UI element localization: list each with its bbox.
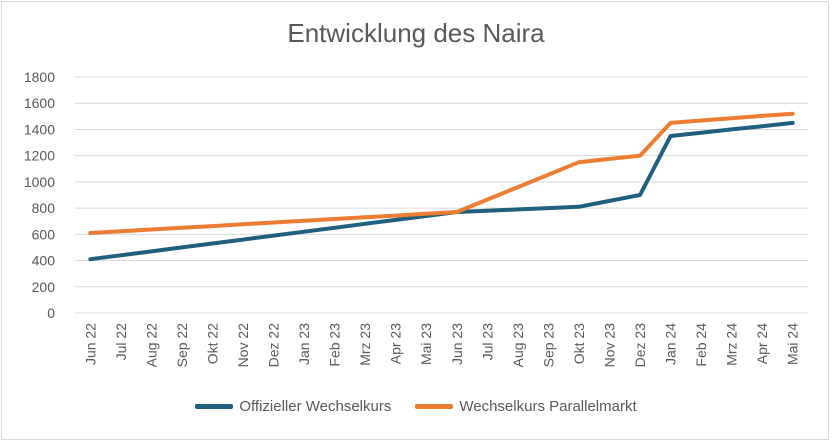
x-tick-label: Mai 23 bbox=[418, 323, 434, 365]
legend-label-official: Offizieller Wechselkurs bbox=[239, 398, 392, 415]
y-tick-label: 1600 bbox=[24, 95, 55, 111]
legend-item-parallel: Wechselkurs Parallelmarkt bbox=[415, 398, 637, 415]
x-tick-label: Aug 23 bbox=[510, 323, 526, 368]
x-tick-label: Jun 22 bbox=[82, 323, 98, 365]
y-tick-label: 1800 bbox=[24, 69, 55, 85]
series-line-0 bbox=[88, 120, 795, 262]
x-tick-label: Okt 22 bbox=[204, 323, 220, 364]
x-tick-label: Feb 23 bbox=[327, 323, 343, 367]
chart-title: Entwicklung des Naira bbox=[287, 18, 545, 48]
x-tick-label: Nov 23 bbox=[601, 323, 617, 368]
x-tick-label: Jan 24 bbox=[663, 323, 679, 365]
y-tick-label: 800 bbox=[32, 200, 56, 216]
series-line-1 bbox=[88, 111, 795, 235]
x-axis-ticks: Jun 22 Jul 22 Aug 22 Sep 22 Okt 22 Nov 22 Dez … bbox=[82, 323, 800, 368]
x-tick-label: Sep 23 bbox=[540, 323, 556, 368]
x-tick-label: Sep 22 bbox=[174, 323, 190, 368]
y-tick-label: 400 bbox=[32, 253, 56, 269]
x-tick-label: Feb 24 bbox=[693, 323, 709, 367]
x-tick-label: Aug 22 bbox=[143, 323, 159, 368]
x-tick-label: Jun 23 bbox=[449, 323, 465, 365]
x-tick-label: Mai 24 bbox=[785, 323, 801, 365]
x-tick-label: Mrz 24 bbox=[724, 323, 740, 366]
legend-item-official: Offizieller Wechselkurs bbox=[195, 398, 391, 415]
x-tick-label: Jul 23 bbox=[479, 323, 495, 361]
x-tick-label: Okt 23 bbox=[571, 323, 587, 364]
x-tick-label: Dez 23 bbox=[632, 323, 648, 368]
gridlines bbox=[75, 76, 808, 314]
y-tick-label: 1400 bbox=[24, 121, 55, 137]
legend-swatch-official bbox=[195, 404, 234, 409]
y-tick-label: 200 bbox=[32, 279, 56, 295]
y-axis-ticks: 0 200 400 600 800 1000 1200 1400 1600 1800 bbox=[24, 69, 55, 321]
legend-swatch-parallel bbox=[415, 404, 454, 409]
y-tick-label: 600 bbox=[32, 226, 56, 242]
x-tick-label: Apr 23 bbox=[388, 323, 404, 364]
y-tick-label: 0 bbox=[47, 305, 55, 321]
x-tick-label: Dez 22 bbox=[266, 323, 282, 368]
x-tick-label: Apr 24 bbox=[754, 323, 770, 364]
y-tick-label: 1000 bbox=[24, 174, 55, 190]
x-tick-label: Nov 22 bbox=[235, 323, 251, 368]
y-tick-label: 1200 bbox=[24, 148, 55, 164]
x-tick-label: Jan 23 bbox=[296, 323, 312, 365]
legend-label-parallel: Wechselkurs Parallelmarkt bbox=[459, 398, 637, 415]
x-tick-label: Jul 22 bbox=[113, 323, 129, 361]
legend: Offizieller Wechselkurs Wechselkurs Para… bbox=[0, 398, 832, 415]
series-lines bbox=[88, 111, 795, 262]
x-tick-label: Mrz 23 bbox=[357, 323, 373, 366]
